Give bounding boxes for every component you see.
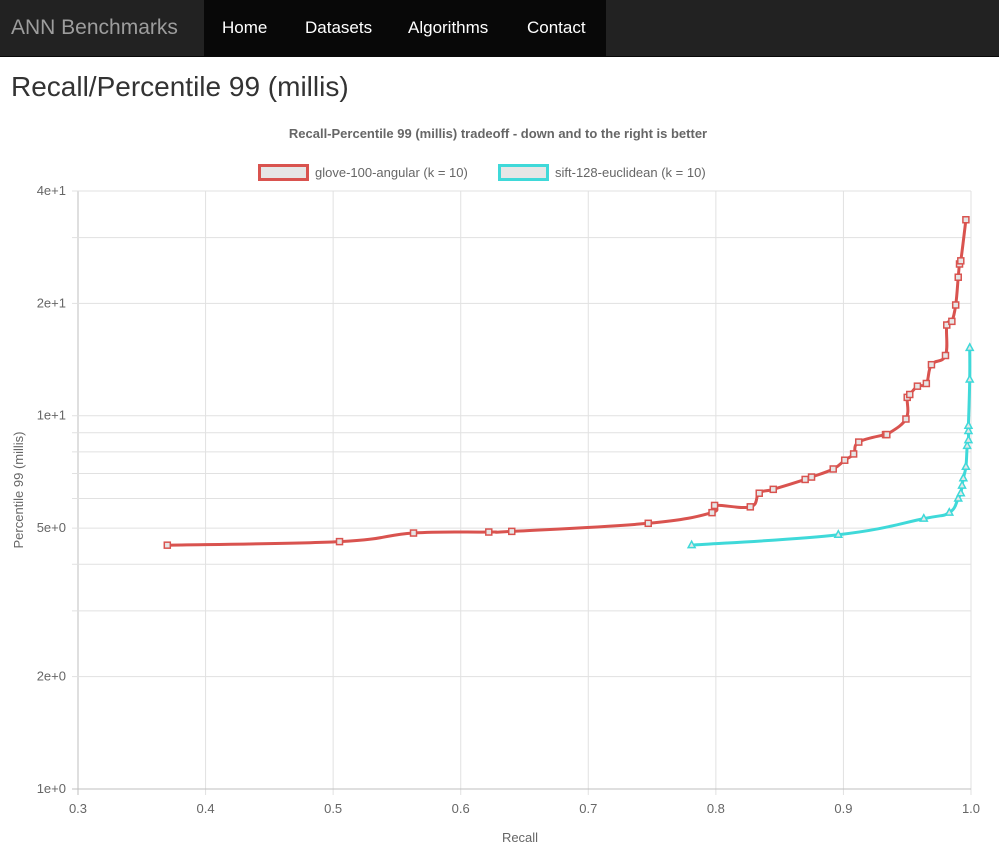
legend-item[interactable]: glove-100-angular (k = 10) — [258, 164, 468, 181]
nav-algorithms-link[interactable]: Algorithms — [408, 18, 489, 37]
data-point[interactable] — [807, 473, 816, 481]
data-point[interactable] — [840, 456, 849, 464]
series-line — [165, 218, 968, 547]
y-tick-label: 1e+1 — [37, 408, 66, 423]
data-point[interactable] — [801, 475, 809, 484]
data-point[interactable] — [927, 360, 936, 369]
data-point[interactable] — [708, 508, 716, 517]
data-point[interactable] — [951, 301, 960, 309]
data-point[interactable] — [964, 342, 975, 352]
data-point[interactable] — [944, 507, 955, 516]
data-point[interactable] — [963, 420, 974, 430]
y-tick-label: 2e+1 — [37, 295, 66, 310]
legend-label: sift-128-euclidean (k = 10) — [555, 165, 706, 180]
data-point[interactable] — [962, 215, 970, 224]
x-tick-label: 0.4 — [197, 801, 215, 816]
data-point[interactable] — [163, 541, 172, 549]
data-point[interactable] — [954, 273, 962, 281]
data-point[interactable] — [409, 529, 418, 537]
data-point[interactable] — [335, 537, 344, 546]
data-point[interactable] — [833, 529, 844, 538]
nav-home-link[interactable]: Home — [222, 18, 268, 37]
x-tick-label: 0.8 — [707, 801, 725, 816]
y-tick-label: 2e+0 — [37, 669, 66, 684]
data-point[interactable] — [849, 450, 858, 458]
x-tick-label: 0.3 — [69, 801, 87, 816]
data-point[interactable] — [948, 317, 956, 326]
x-tick-label: 0.5 — [324, 801, 342, 816]
x-tick-label: 0.9 — [834, 801, 852, 816]
y-axis: 1e+0 2e+0 5e+0 1e+1 2e+1 4e+1 — [37, 183, 66, 796]
legend-swatch — [258, 164, 309, 181]
legend-label: glove-100-angular (k = 10) — [315, 165, 468, 180]
x-tick-label: 1.0 — [962, 801, 980, 816]
data-point[interactable] — [507, 527, 516, 536]
nav-contact-link[interactable]: Contact — [527, 18, 586, 37]
data-point[interactable] — [963, 425, 974, 435]
data-point[interactable] — [958, 472, 969, 482]
data-point[interactable] — [644, 519, 652, 528]
data-point[interactable] — [906, 390, 914, 399]
data-point[interactable] — [485, 528, 493, 536]
x-axis-label: Recall — [502, 830, 538, 845]
data-point[interactable] — [962, 440, 972, 450]
data-point[interactable] — [883, 430, 891, 439]
legend-item[interactable]: sift-128-euclidean (k = 10) — [498, 164, 706, 181]
legend-swatch — [498, 164, 549, 181]
series-group — [686, 342, 975, 549]
chart-series — [163, 215, 975, 549]
data-point[interactable] — [919, 513, 929, 522]
data-point[interactable] — [902, 415, 910, 423]
y-tick-label: 1e+0 — [37, 781, 66, 796]
data-point[interactable] — [941, 351, 950, 360]
data-point[interactable] — [829, 465, 837, 473]
chart-grid — [72, 190, 972, 795]
data-point[interactable] — [854, 438, 863, 446]
data-point[interactable] — [953, 492, 963, 502]
data-point[interactable] — [961, 461, 971, 470]
brand-link[interactable]: ANN Benchmarks — [11, 16, 178, 39]
data-point[interactable] — [755, 489, 763, 497]
data-point[interactable] — [746, 503, 755, 511]
y-axis-label: Percentile 99 (millis) — [11, 431, 26, 548]
series-group — [163, 215, 970, 549]
data-point[interactable] — [963, 434, 974, 444]
data-point[interactable] — [957, 479, 967, 489]
data-point[interactable] — [922, 379, 931, 388]
data-point[interactable] — [686, 539, 697, 549]
data-point[interactable] — [913, 382, 922, 390]
nav-menu: Home Datasets Algorithms Contact — [204, 0, 606, 57]
y-tick-label: 4e+1 — [37, 183, 66, 198]
nav-datasets-link[interactable]: Datasets — [305, 18, 373, 37]
x-tick-label: 0.6 — [452, 801, 470, 816]
data-point[interactable] — [710, 501, 719, 510]
page-title: Recall/Percentile 99 (millis) — [11, 71, 349, 102]
navbar: ANN Benchmarks Home Datasets Algorithms … — [0, 0, 999, 57]
chart-title: Recall-Percentile 99 (millis) tradeoff -… — [289, 126, 707, 141]
data-point[interactable] — [957, 257, 965, 265]
data-point[interactable] — [956, 487, 966, 497]
y-tick-label: 5e+0 — [37, 520, 66, 535]
data-point[interactable] — [769, 485, 778, 494]
chart-legend: glove-100-angular (k = 10) sift-128-eucli… — [258, 164, 706, 181]
data-point[interactable] — [964, 373, 975, 383]
x-axis: 0.3 0.4 0.5 0.6 0.7 0.8 0.9 1.0 — [69, 801, 980, 816]
x-tick-label: 0.7 — [579, 801, 597, 816]
